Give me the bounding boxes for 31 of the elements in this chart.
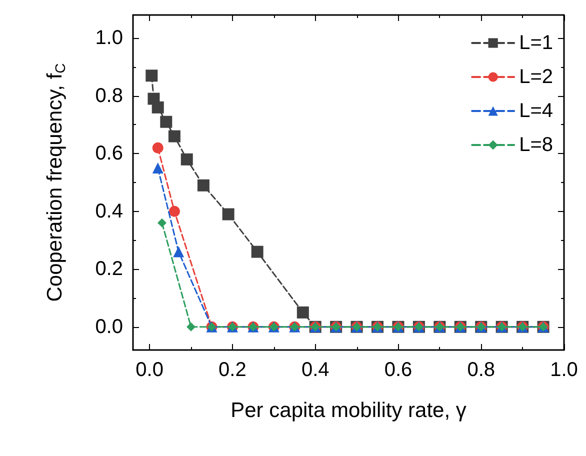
point	[251, 246, 264, 258]
point	[152, 101, 164, 114]
point	[197, 179, 210, 192]
x-tick-label: 0.8	[467, 359, 496, 381]
x-tick-label: 1.0	[550, 359, 578, 381]
y-tick-label: 0.8	[95, 84, 123, 107]
point	[168, 206, 180, 217]
legend-label: L=2	[519, 66, 554, 88]
legend-label: L=1	[519, 32, 554, 54]
y-tick-label: 0.6	[95, 142, 123, 165]
y-tick-label: 0.2	[95, 258, 123, 280]
point	[168, 130, 180, 142]
y-tick-label: 0.4	[95, 200, 123, 222]
point	[186, 322, 196, 332]
point	[180, 153, 193, 166]
legend-label: L=4	[519, 100, 554, 122]
point	[146, 70, 158, 82]
point	[152, 142, 164, 154]
point	[160, 116, 172, 128]
y-tick-label: 1.0	[95, 27, 123, 50]
x-tick-label: 0.6	[384, 359, 412, 381]
y-tick-label: 0.0	[95, 316, 123, 338]
x-tick-label: 0.2	[218, 359, 246, 381]
legend-label: L=8	[519, 134, 554, 156]
point	[222, 208, 234, 220]
x-tick-label: 0.0	[136, 359, 164, 381]
y-axis-title: Cooperation frequency, fC	[44, 63, 68, 302]
point	[296, 306, 309, 318]
x-tick-label: 0.4	[301, 359, 330, 381]
x-axis-title: Per capita mobility rate, γ	[230, 399, 467, 422]
point	[158, 218, 167, 228]
